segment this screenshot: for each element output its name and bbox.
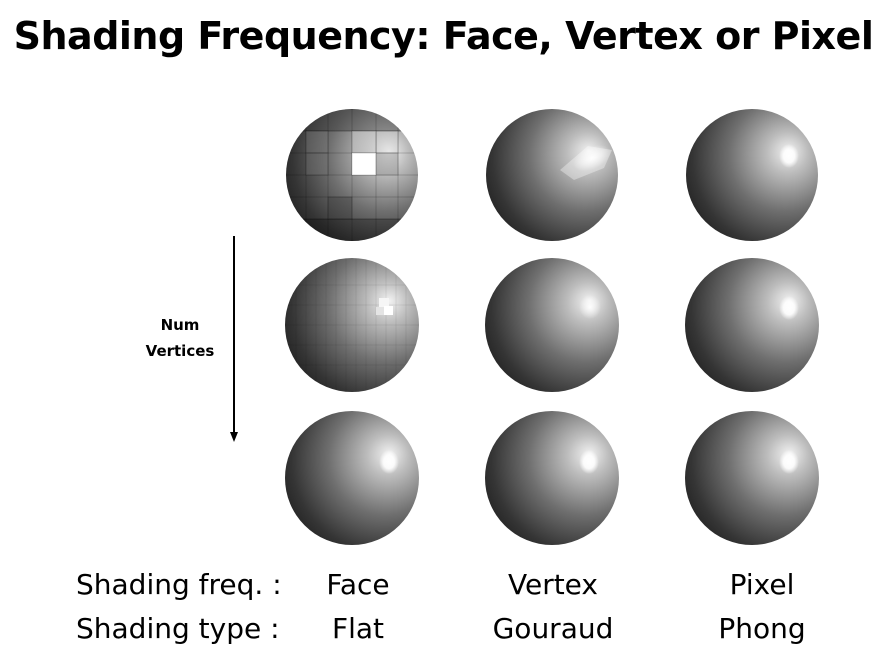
- shading-type-label: Shading type :: [76, 612, 280, 645]
- sphere-gouraud-mid: [485, 258, 619, 392]
- down-arrow-icon: [230, 236, 238, 442]
- type-gouraud: Gouraud: [492, 612, 614, 645]
- type-flat: Flat: [331, 612, 385, 645]
- sphere-phong-mid: [685, 258, 819, 392]
- sphere-flat-mid: [285, 258, 419, 392]
- axis-label-num: Num: [160, 316, 200, 334]
- freq-face: Face: [326, 568, 390, 601]
- sphere-gouraud-low: [486, 109, 618, 241]
- freq-vertex: Vertex: [507, 568, 598, 601]
- freq-pixel: Pixel: [729, 568, 795, 601]
- sphere-flat-high: [285, 411, 419, 545]
- shading-freq-label: Shading freq. :: [76, 568, 282, 601]
- sphere-phong-high: [685, 411, 819, 545]
- sphere-gouraud-high: [485, 411, 619, 545]
- sphere-phong-low: [686, 109, 818, 241]
- sphere-flat-low: [286, 109, 418, 241]
- slide-title: Shading Frequency: Face, Vertex or Pixel: [13, 14, 874, 58]
- sphere-grid: [285, 109, 819, 545]
- axis-label-vertices: Vertices: [145, 342, 215, 360]
- type-phong: Phong: [718, 612, 806, 645]
